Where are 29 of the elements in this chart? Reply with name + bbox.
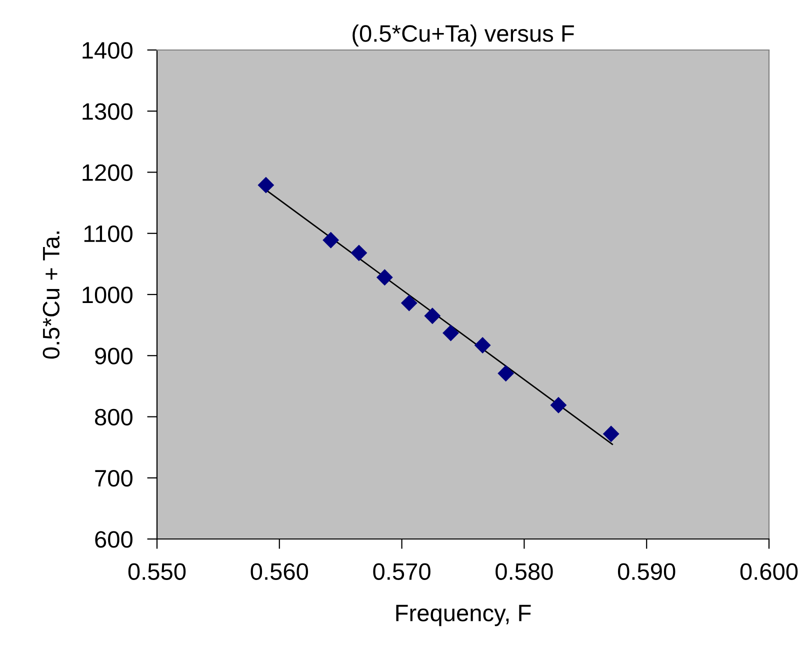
x-tick-label: 0.600 <box>740 563 798 580</box>
x-tick-label: 0.590 <box>618 563 676 580</box>
x-tick-label: 0.550 <box>128 563 186 580</box>
x-tick-label: 0.570 <box>373 563 430 580</box>
point <box>602 426 620 442</box>
y-tick-label: 800 <box>95 408 132 426</box>
y-tick-label: 1100 <box>84 225 132 242</box>
y-tick-label: 1000 <box>82 286 132 304</box>
y-axis-title: 0.5*Cu + Ta. <box>42 232 60 359</box>
x-tick-label: 0.580 <box>496 563 553 580</box>
x-axis-title: Frequency, F <box>396 604 531 626</box>
y-tick-label: 1400 <box>82 42 132 59</box>
point <box>424 308 441 324</box>
point <box>400 294 418 312</box>
point <box>350 244 368 262</box>
point <box>442 324 459 342</box>
point <box>376 269 393 286</box>
y-tick-label: 900 <box>95 348 132 364</box>
y-tick-label: 1200 <box>82 164 132 182</box>
point <box>474 337 491 354</box>
y-tick-label: 700 <box>95 470 132 487</box>
point <box>550 396 567 414</box>
point <box>258 176 274 194</box>
point <box>498 365 514 382</box>
point <box>322 232 340 248</box>
y-tick-label: 1300 <box>82 103 132 120</box>
x-tick-label: 0.560 <box>250 563 308 580</box>
chart-title: (0.5*Cu+Ta) versus F <box>352 24 574 47</box>
y-tick-label: 600 <box>95 531 132 548</box>
